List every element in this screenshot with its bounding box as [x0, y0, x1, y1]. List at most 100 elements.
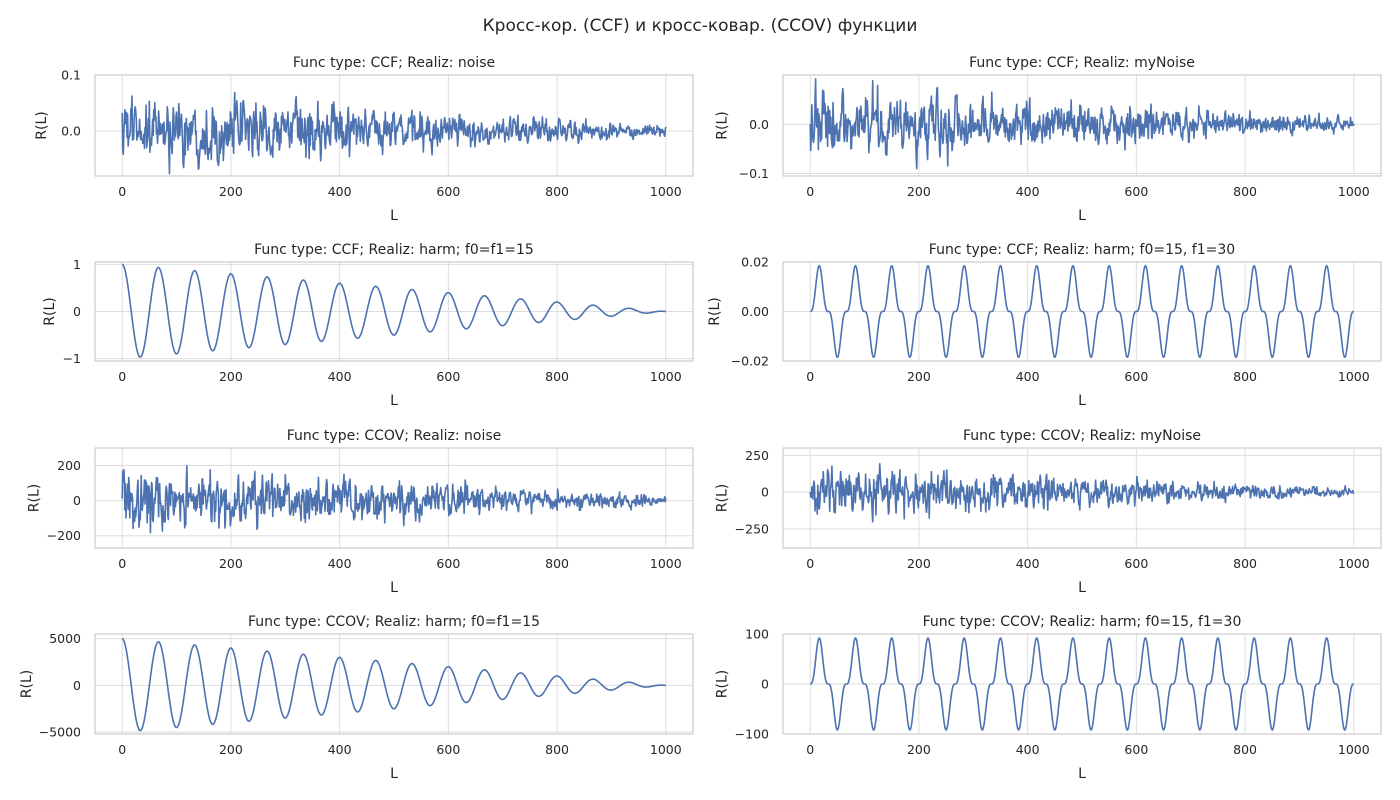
series-line: [809, 264, 1355, 359]
y-tick-label: 0.0: [61, 124, 81, 139]
x-tick-label: 400: [1016, 556, 1040, 571]
y-axis-label: R(L): [715, 484, 731, 512]
x-axis-label: L: [1078, 766, 1086, 782]
x-tick-label: 600: [436, 369, 460, 384]
y-axis-label: R(L): [34, 111, 50, 139]
x-tick-label: 200: [907, 742, 931, 757]
chart-panel-4: 0 200 400 600 800 1000 −0.02 0.00 0.02 Func type:…: [707, 242, 1382, 409]
x-tick-label: 200: [219, 742, 243, 757]
chart-title: Func type: CCF; Realiz: harm; f0=f1=15: [254, 242, 534, 258]
axes-frame: [782, 633, 1382, 735]
x-tick-label: 800: [1233, 556, 1257, 571]
x-tick-label: 600: [436, 184, 460, 199]
axes-frame: [782, 261, 1382, 362]
chart-panel-6: 0 200 400 600 800 1000 −250 0 250 Func type: CCOV…: [715, 428, 1382, 596]
x-tick-label: 0: [806, 369, 814, 384]
x-tick-label: 0: [806, 184, 814, 199]
x-axis-label: L: [1078, 393, 1086, 409]
y-tick-label: −5000: [39, 725, 81, 740]
x-tick-label: 800: [545, 184, 569, 199]
y-axis-label: R(L): [707, 297, 723, 325]
x-tick-label: 400: [328, 742, 352, 757]
axes-frame: [94, 261, 694, 362]
y-tick-label: 0: [761, 485, 769, 500]
x-tick-label: 1000: [650, 184, 682, 199]
axes-frame: [782, 447, 1382, 549]
series-line: [809, 637, 1355, 731]
x-tick-label: 0: [118, 184, 126, 199]
x-tick-label: 800: [1233, 369, 1257, 384]
chart-title: Func type: CCOV; Realiz: harm; f0=f1=15: [248, 614, 540, 630]
x-tick-label: 400: [1016, 184, 1040, 199]
chart-panel-5: 0 200 400 600 800 1000 −200 0 200 Func type: CCOV…: [27, 428, 694, 596]
series-line: [809, 463, 1355, 523]
chart-title: Func type: CCOV; Realiz: myNoise: [963, 428, 1201, 444]
axes-frame: [782, 74, 1382, 177]
x-axis-label: L: [390, 393, 398, 409]
chart-title: Func type: CCOV; Realiz: noise: [287, 428, 502, 444]
y-tick-label: 1: [73, 257, 81, 272]
series-line: [121, 263, 667, 358]
chart-panel-2: 0 200 400 600 800 1000 −0.1 0.0 Func type: CCF; …: [715, 55, 1382, 224]
y-tick-label: 0: [73, 304, 81, 319]
x-tick-label: 1000: [1338, 742, 1370, 757]
x-tick-label: 0: [806, 556, 814, 571]
x-tick-label: 1000: [650, 369, 682, 384]
y-tick-label: −250: [735, 521, 769, 536]
x-tick-label: 600: [436, 556, 460, 571]
chart-title: Func type: CCF; Realiz: myNoise: [969, 55, 1195, 71]
x-tick-label: 600: [1124, 369, 1148, 384]
y-tick-label: 0: [73, 493, 81, 508]
x-tick-label: 600: [1124, 742, 1148, 757]
y-tick-label: 5000: [49, 631, 81, 646]
x-tick-label: 1000: [1338, 184, 1370, 199]
x-tick-label: 200: [219, 556, 243, 571]
y-tick-label: −100: [735, 727, 769, 742]
chart-panel-1: 0 200 400 600 800 1000 0.0 0.1 Func type: CCF; R…: [34, 55, 694, 224]
x-tick-label: 600: [1124, 184, 1148, 199]
axes-frame: [94, 633, 694, 735]
y-tick-label: 100: [745, 627, 769, 642]
chart-panel-7: 0 200 400 600 800 1000 −5000 0 5000 Func type: CC…: [19, 614, 694, 782]
x-tick-label: 400: [328, 369, 352, 384]
x-tick-label: 0: [118, 556, 126, 571]
x-tick-label: 1000: [1338, 369, 1370, 384]
x-tick-label: 200: [907, 184, 931, 199]
x-axis-label: L: [390, 208, 398, 224]
series-line: [121, 91, 667, 175]
y-axis-label: R(L): [19, 670, 35, 698]
series-line: [121, 637, 667, 732]
x-tick-label: 400: [328, 184, 352, 199]
x-tick-label: 0: [806, 742, 814, 757]
x-tick-label: 600: [1124, 556, 1148, 571]
x-tick-label: 800: [545, 556, 569, 571]
x-tick-label: 800: [1233, 742, 1257, 757]
y-tick-label: −1: [63, 351, 81, 366]
y-axis-label: R(L): [715, 670, 731, 698]
y-tick-label: −0.1: [739, 166, 769, 181]
x-axis-label: L: [1078, 580, 1086, 596]
x-tick-label: 1000: [650, 742, 682, 757]
chart-title: Func type: CCOV; Realiz: harm; f0=15, f1…: [923, 614, 1242, 630]
x-tick-label: 1000: [1338, 556, 1370, 571]
x-tick-label: 200: [219, 184, 243, 199]
y-tick-label: 0.00: [741, 304, 769, 319]
y-tick-label: 0: [761, 677, 769, 692]
x-tick-label: 800: [545, 742, 569, 757]
x-axis-label: L: [1078, 208, 1086, 224]
x-axis-label: L: [390, 580, 398, 596]
y-tick-label: −200: [47, 528, 81, 543]
chart-panel-3: 0 200 400 600 800 1000 −1 0 1 Func type: CCF; Rea…: [42, 242, 694, 409]
x-tick-label: 800: [1233, 184, 1257, 199]
y-tick-label: 0.1: [61, 68, 81, 83]
y-axis-label: R(L): [715, 111, 731, 139]
axes-frame: [94, 74, 694, 177]
x-tick-label: 400: [328, 556, 352, 571]
chart-title: Func type: CCF; Realiz: noise: [293, 55, 495, 71]
y-tick-label: 200: [57, 458, 81, 473]
axes-frame: [94, 447, 694, 549]
x-tick-label: 800: [545, 369, 569, 384]
